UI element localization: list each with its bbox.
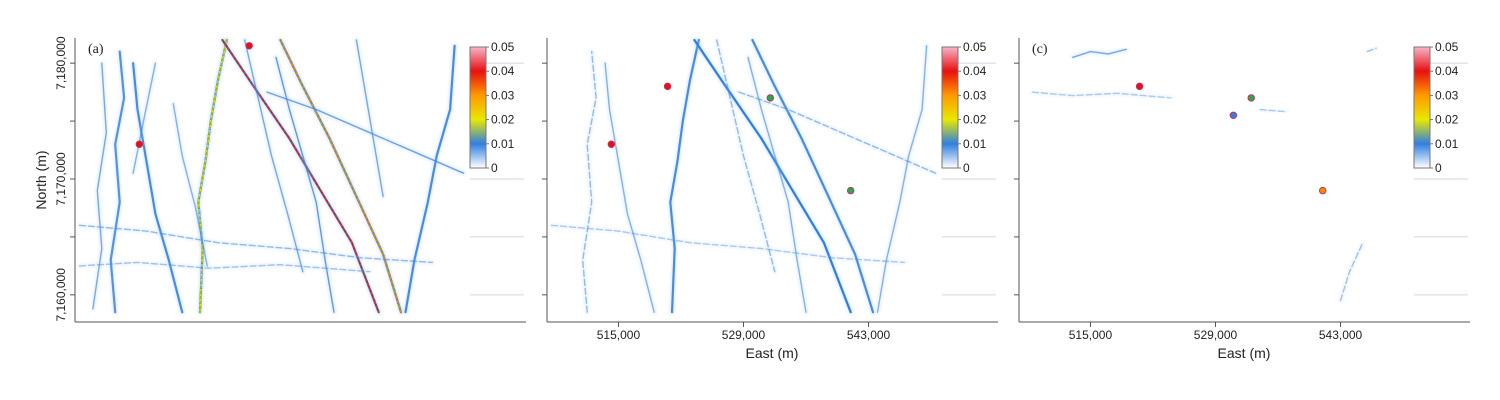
panel-a-y-tick-label: 7,180,000	[54, 36, 68, 90]
panel-b-colorbar-label: 0.02	[963, 113, 987, 127]
panel-b-heatmap	[549, 37, 996, 315]
panel-a-y-axis-title: North (m)	[33, 150, 49, 209]
panel-b-hotspot	[663, 82, 672, 91]
panel-c-hotspot	[1318, 186, 1327, 195]
panel-b-lineament	[716, 39, 776, 273]
panel-b-lineament-halo	[749, 37, 876, 315]
panel-c-lineament-halo	[1338, 240, 1366, 304]
panel-a-colorbar-bar	[469, 46, 487, 169]
panel-b-lineament-halo	[549, 222, 907, 265]
panel-c-x-tick-label: 543,000	[1319, 328, 1363, 342]
panel-b-hotspot	[607, 140, 616, 148]
panel-b-x-tick-label: 543,000	[847, 328, 891, 342]
panel-b-y-ticks	[542, 62, 547, 296]
panel-c-hotspot	[1247, 94, 1255, 102]
panel-c-lineament-halo	[1257, 107, 1290, 115]
panel-c-colorbar: 0 0.01 0.02 0.03 0.04 0.05	[1413, 40, 1459, 175]
panel-c-lineament	[1366, 47, 1377, 53]
panel-c-colorbar-label: 0.03	[1435, 88, 1459, 102]
panel-b-lineament	[876, 45, 928, 313]
panel-a-colorbar-label: 0	[491, 161, 498, 175]
panel-b-colorbar-label: 0.05	[963, 40, 987, 54]
panel-a-y-ticks: 7,160,000 7,170,000 7,180,000	[54, 36, 75, 322]
panel-c-x-tick-label: 529,000	[1194, 328, 1238, 342]
panel-b-lineament	[751, 38, 875, 314]
panel-c-lineament-halo	[1364, 45, 1379, 55]
panel-b-x-ticks: 515,000 529,000 543,000	[597, 322, 891, 342]
panel-a-colorbar: 0 0.01 0.02 0.03 0.04 0.05	[469, 40, 515, 175]
panel-a: 7,160,000 7,170,000 7,180,000 (a) North (m…	[33, 36, 526, 323]
panel-a-lineament-high	[279, 39, 402, 313]
panel-b-x-tick-label: 529,000	[722, 328, 766, 342]
panel-b-lineament	[738, 91, 937, 174]
panel-a-colorbar-label: 0.01	[491, 137, 515, 151]
panel-a-y-tick-label: 7,160,000	[54, 268, 68, 322]
panel-b-lineament-halo	[602, 60, 657, 315]
panel-b-lineament	[669, 38, 700, 314]
panel-c-heatmap	[1029, 45, 1468, 304]
panel-c-colorbar-label: 0.01	[1435, 137, 1459, 151]
panel-a-lineament	[78, 224, 433, 264]
panel-a-hotspot	[245, 42, 253, 50]
panel-c-colorbar-bar	[1413, 46, 1431, 169]
panel-b-colorbar-label: 0	[963, 161, 970, 175]
panel-b-x-tick-label: 515,000	[597, 328, 641, 342]
panel-b-colorbar-label: 0.03	[963, 88, 987, 102]
panel-a-lineament	[92, 62, 107, 310]
panel-b-lineament	[604, 62, 655, 313]
panel-b-lineament	[582, 50, 597, 313]
panel-c-colorbar-label: 0	[1435, 161, 1442, 175]
panel-a-lineament	[132, 62, 184, 314]
panel-a-colorbar-label: 0.05	[491, 40, 515, 54]
panel-a-lineament-halo	[77, 259, 373, 275]
panel-b-colorbar: 0 0.01 0.02 0.03 0.04 0.05	[941, 40, 987, 175]
panel-b-colorbar-label: 0.04	[963, 64, 987, 78]
panel-c-x-tick-label: 515,000	[1069, 328, 1113, 342]
panel-c-lineament	[1071, 48, 1127, 59]
panel-c-lineament	[1031, 91, 1172, 99]
panel-a-colorbar-label: 0.03	[491, 88, 515, 102]
panel-a-heatmap	[77, 37, 524, 315]
panel-b-lineament-halo	[580, 49, 599, 315]
panel-b: 515,000 529,000 543,000 East (m) 0 0.01 0.02…	[542, 37, 998, 361]
panel-a-label: (a)	[88, 42, 104, 57]
panel-a-lineament	[172, 103, 208, 267]
panel-b-hotspot	[766, 94, 774, 102]
panel-b-lineament	[550, 224, 905, 264]
panel-a-lineament	[109, 50, 126, 314]
panel-b-colorbar-bar	[941, 46, 959, 169]
panel-b-colorbar-label: 0.01	[963, 137, 987, 151]
panel-a-lineament	[404, 44, 456, 314]
panel-c-hotspot	[1135, 82, 1144, 91]
panel-c-colorbar-label: 0.02	[1435, 113, 1459, 127]
panel-c-lineament	[1339, 242, 1364, 302]
panel-c-y-ticks	[1014, 62, 1019, 296]
panel-c-hotspot	[1229, 111, 1238, 119]
panel-b-x-axis-title: East (m)	[746, 345, 799, 361]
panel-a-lineament	[244, 39, 304, 273]
panel-a-lineament	[132, 62, 157, 174]
panel-b-hotspot	[846, 186, 855, 195]
panel-c-lineament-halo	[1029, 89, 1174, 101]
panel-a-colorbar-label: 0.04	[491, 64, 515, 78]
panel-a-hotspot	[135, 140, 144, 148]
panel-c-x-ticks: 515,000 529,000 543,000	[1069, 322, 1363, 342]
panel-a-colorbar-label: 0.02	[491, 113, 515, 127]
panel-c-label: (c)	[1032, 42, 1048, 57]
panel-c-x-axis-title: East (m)	[1218, 345, 1271, 361]
panel-a-lineament	[355, 39, 384, 198]
panel-c: 515,000 529,000 543,000 (c) East (m) 0 0.01…	[1014, 38, 1470, 361]
panel-a-lineament-halo	[130, 60, 185, 315]
panel-a-lineament	[78, 261, 371, 273]
panel-c-colorbar-label: 0.05	[1435, 40, 1459, 54]
panel-c-lineament	[1259, 108, 1288, 113]
panel-c-colorbar-label: 0.04	[1435, 64, 1459, 78]
panel-a-y-tick-label: 7,170,000	[54, 152, 68, 206]
